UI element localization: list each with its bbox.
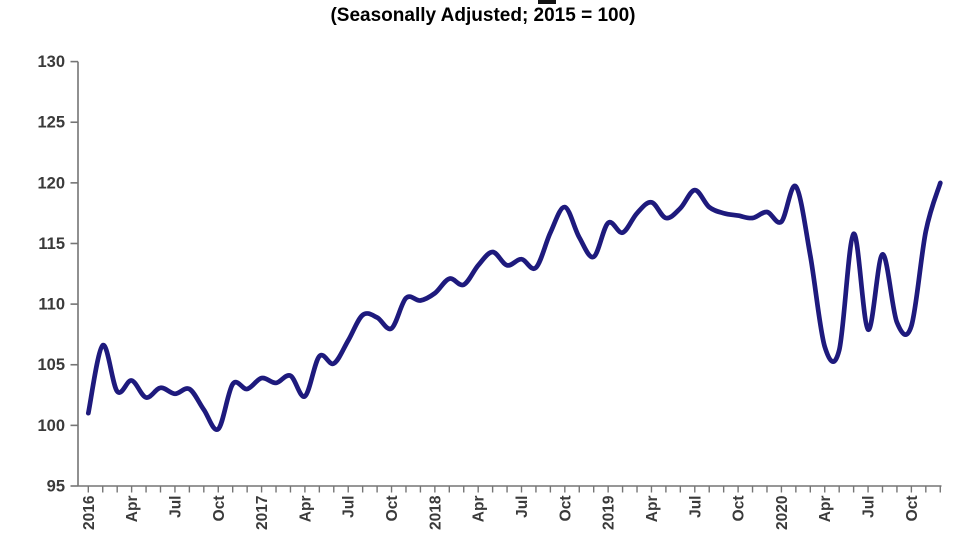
x-tick-label: Oct — [384, 496, 401, 522]
x-tick-label: Apr — [817, 496, 834, 523]
x-tick-label: Oct — [731, 496, 748, 522]
data-series-line — [85, 180, 943, 433]
y-tick-label: 125 — [37, 114, 65, 132]
y-tick-label: 110 — [38, 296, 65, 314]
y-tick-label: 120 — [37, 174, 65, 192]
x-tick-label: Apr — [297, 496, 314, 523]
cropped-title-fragment — [538, 0, 556, 4]
y-tick-label: 100 — [37, 417, 65, 435]
x-tick-label: Oct — [904, 496, 921, 522]
x-tick-label: Jul — [861, 496, 878, 518]
x-tick-label: Apr — [124, 496, 141, 523]
y-tick-label: 105 — [37, 356, 65, 374]
y-tick-label: 115 — [38, 235, 65, 253]
chart-subtitle: (Seasonally Adjusted; 2015 = 100) — [330, 5, 636, 26]
x-tick-label: Jul — [687, 496, 704, 518]
x-tick-label: Jul — [167, 496, 184, 518]
y-tick-label: 95 — [47, 478, 65, 496]
x-tick-label: 2020 — [774, 496, 791, 530]
x-tick-label: 2018 — [427, 495, 444, 530]
x-tick-label: Jul — [341, 496, 358, 518]
x-tick-label: Oct — [211, 496, 228, 522]
x-tick-label: 2017 — [254, 496, 271, 530]
x-tick-label: Oct — [557, 496, 574, 522]
x-tick-label: 2016 — [81, 495, 98, 530]
x-tick-label: Jul — [514, 496, 531, 518]
x-tick-label: Apr — [471, 496, 488, 523]
x-tick-label: Apr — [644, 496, 661, 523]
y-tick-label: 130 — [37, 53, 65, 71]
x-tick-label: 2019 — [601, 495, 618, 530]
